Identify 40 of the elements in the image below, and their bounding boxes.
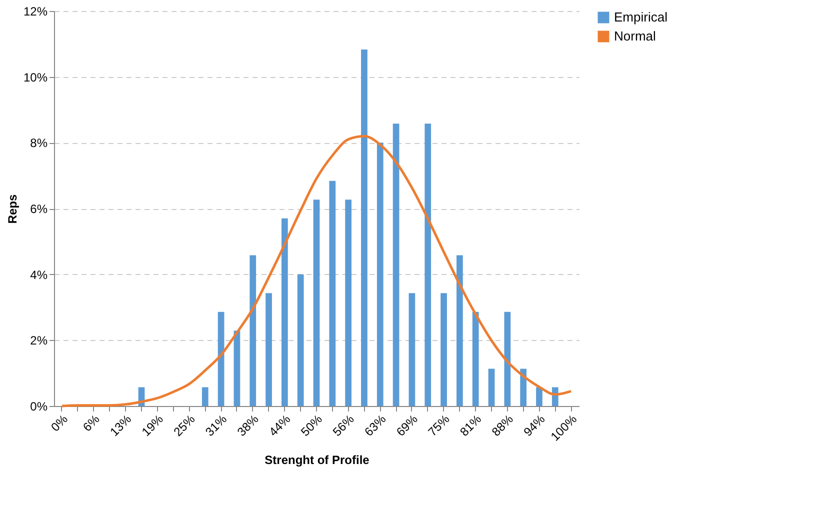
bar <box>297 274 304 406</box>
x-tick-label: 63% <box>362 412 389 439</box>
bar <box>361 50 368 406</box>
bar <box>520 368 526 406</box>
y-tick-label: 10% <box>23 70 48 84</box>
x-tick-label: 69% <box>394 412 421 439</box>
bar <box>536 387 542 406</box>
y-tick-label: 6% <box>30 202 48 216</box>
bar <box>504 312 511 406</box>
y-tick-label: 8% <box>30 136 48 150</box>
bar <box>266 293 272 406</box>
y-axis-title: Reps <box>5 194 20 224</box>
legend-label: Normal <box>614 28 656 44</box>
bar <box>345 200 352 406</box>
legend-label: Empirical <box>614 10 668 24</box>
bar <box>282 218 288 406</box>
x-tick-label: 75% <box>425 412 452 439</box>
bar <box>329 180 336 406</box>
x-tick-label: 44% <box>266 412 294 439</box>
bar <box>250 255 256 406</box>
y-tick-label: 12% <box>23 4 48 18</box>
bar <box>202 387 208 406</box>
bar <box>472 312 479 406</box>
bar <box>440 293 447 406</box>
x-tick-label: 0% <box>48 412 71 434</box>
y-tick-label: 2% <box>30 334 48 348</box>
x-axis-title: Strenght of Profile <box>264 452 370 467</box>
bar <box>218 312 224 406</box>
bar <box>392 124 400 406</box>
bar <box>424 124 432 406</box>
x-tick-label: 6% <box>80 412 102 434</box>
y-tick-label: 0% <box>30 400 48 414</box>
bar <box>408 293 416 406</box>
bar <box>488 368 495 406</box>
line-series <box>60 134 572 408</box>
bar <box>234 330 240 406</box>
y-tick-label: 4% <box>30 268 48 282</box>
bar <box>313 200 320 406</box>
bar <box>376 142 384 406</box>
bar <box>456 255 463 406</box>
